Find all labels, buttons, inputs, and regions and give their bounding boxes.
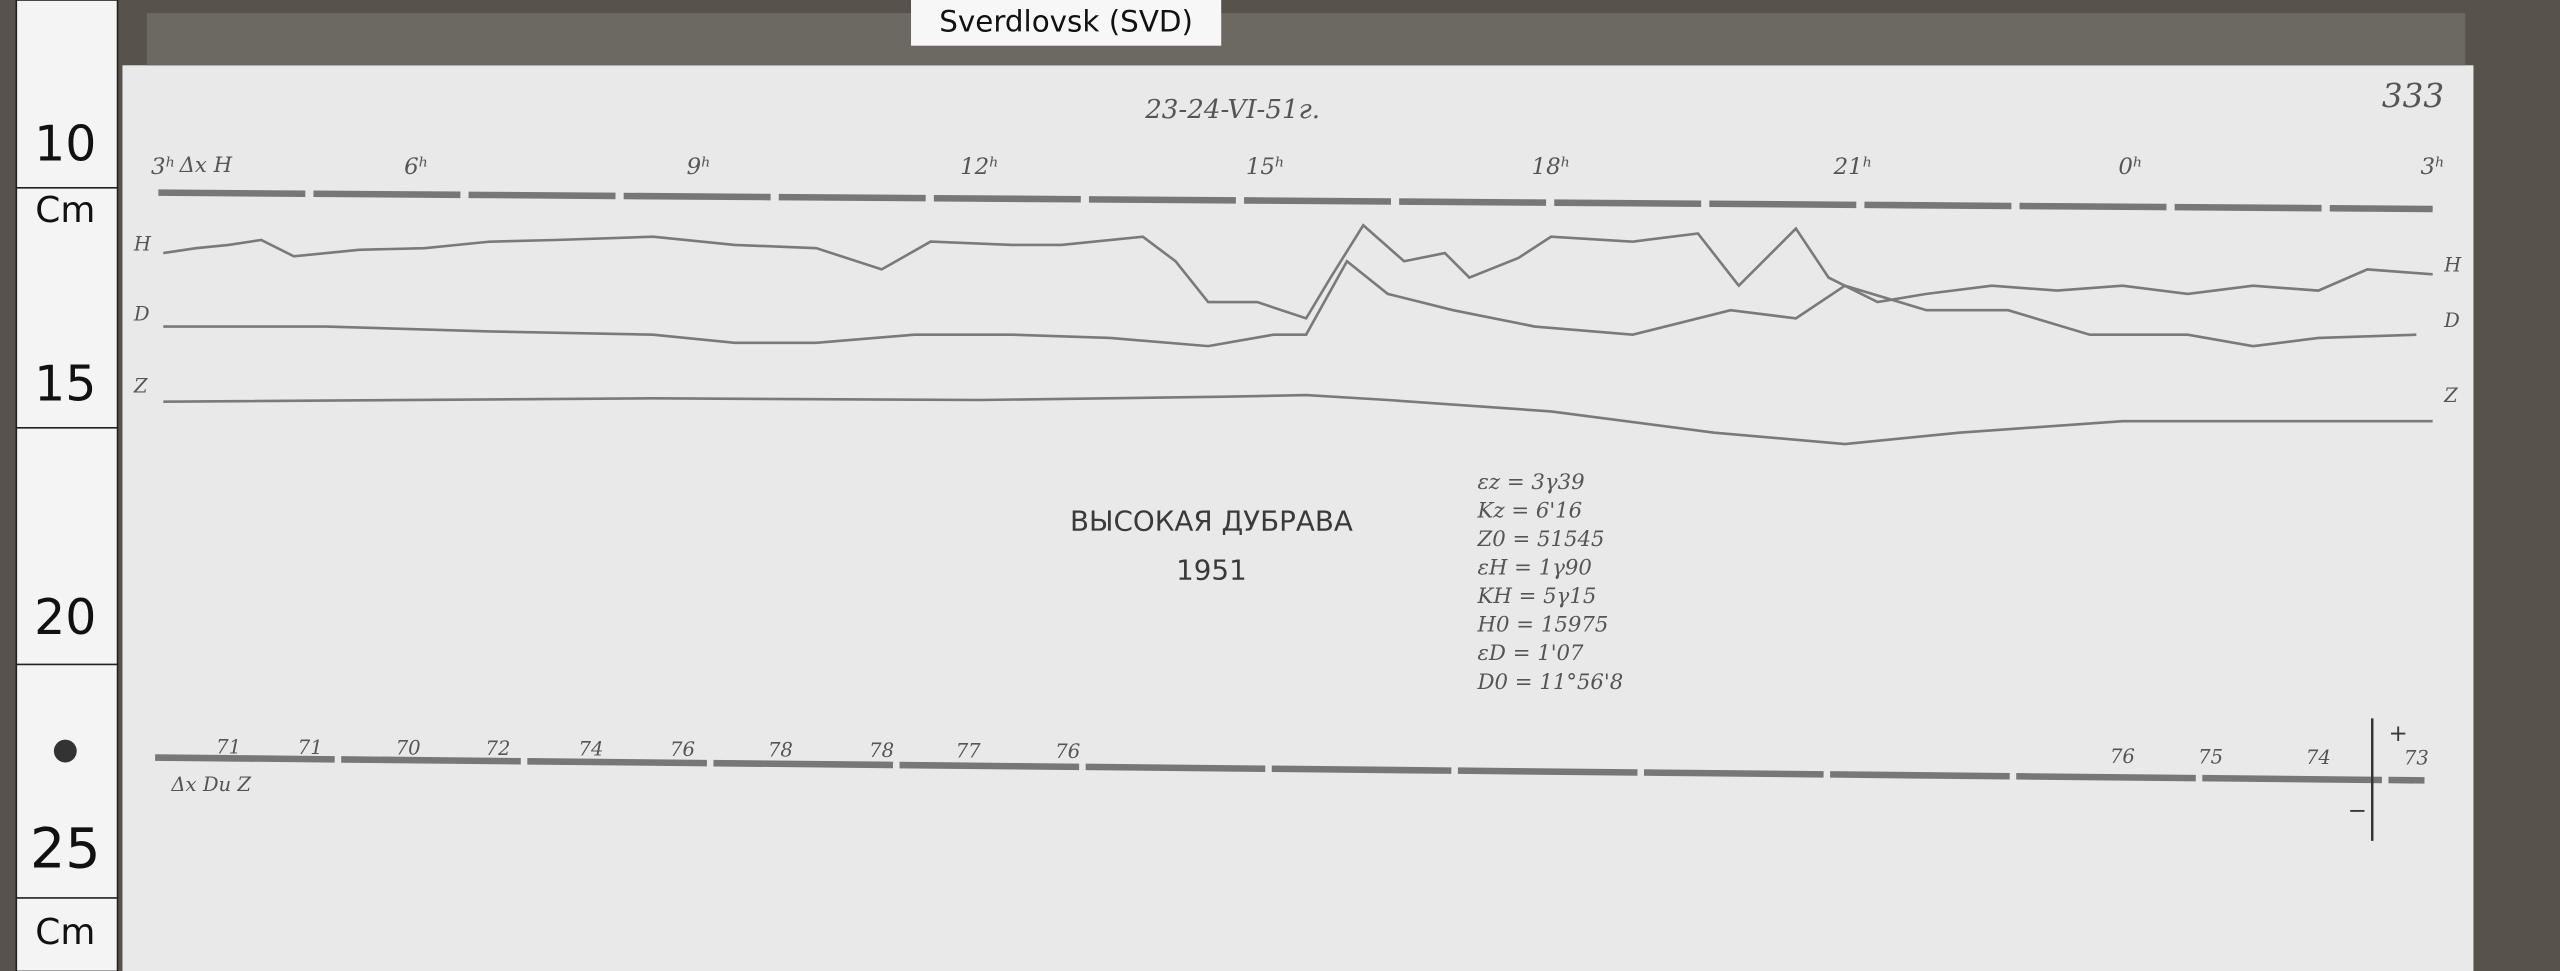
trace-label: D	[2443, 309, 2460, 332]
trace-label: D	[133, 303, 150, 326]
baseline-value: 74	[2306, 746, 2331, 769]
ruler-mark: 20	[34, 589, 96, 646]
trace-label: H	[133, 232, 152, 255]
hour-mark: 15ʰ	[1246, 154, 1285, 180]
hour-mark: 9ʰ	[687, 154, 711, 180]
hour-mark: 12ʰ	[960, 154, 999, 180]
station-title: ВЫСОКАЯ ДУБРАВА	[1070, 504, 1353, 537]
hour-mark: 6ʰ	[404, 154, 428, 180]
trace-label: Z	[133, 374, 148, 397]
hour-mark: 3ʰ	[2420, 154, 2444, 180]
constant: D0 = 11°56'8	[1477, 670, 1624, 695]
baseline-value: 70	[396, 737, 421, 760]
ruler-mark: 25	[30, 816, 101, 881]
z-trace	[163, 393, 2433, 446]
paper	[122, 65, 2474, 971]
scale-plus: +	[2389, 721, 2408, 747]
constant: Kz = 6'16	[1477, 498, 1583, 523]
baseline-value: 73	[2404, 747, 2429, 770]
constant: KH = 5γ15	[1477, 584, 1597, 609]
hour-mark: 3ʰ	[151, 154, 175, 180]
constant: Z0 = 51545	[1477, 527, 1605, 552]
constant: εz = 3γ39	[1478, 470, 1585, 495]
year: 1951	[1176, 553, 1247, 586]
baseline-value: 76	[1055, 740, 1080, 763]
trace-label: Z	[2443, 384, 2458, 407]
constant: εD = 1'07	[1478, 641, 1585, 666]
date-note: 23-24-VI-51г.	[1144, 95, 1320, 125]
baseline-value: 76	[670, 738, 695, 761]
clip-rail	[146, 13, 2466, 66]
baseline-value: 78	[768, 738, 793, 761]
scale-minus: −	[2348, 798, 2367, 824]
ruler-unit: Cm	[35, 912, 95, 953]
ruler-mark: 10	[34, 115, 96, 172]
sheet-number: 333	[2382, 77, 2444, 115]
baseline	[155, 754, 2425, 784]
hour-mark: 0ʰ	[2118, 154, 2142, 180]
sensitivity-label: Δx H	[179, 153, 233, 178]
hour-mark: 21ʰ	[1833, 154, 1873, 180]
d-trace	[163, 259, 2417, 348]
station-tag	[911, 0, 1222, 46]
ruler-unit: Cm	[35, 190, 95, 231]
trace-label: H	[2443, 254, 2462, 277]
baseline-value: 78	[869, 739, 894, 762]
ruler	[15, 0, 119, 971]
baseline-value: 76	[2110, 745, 2135, 768]
ruler-mark: 15	[34, 355, 96, 412]
station-label: Sverdlovsk (SVD)	[939, 4, 1193, 38]
baseline-label: Δx Dи Z	[170, 773, 251, 796]
h-trace	[163, 223, 2433, 320]
baseline-value: 75	[2198, 746, 2223, 769]
baseline-value: 71	[216, 736, 241, 759]
baseline-value: 71	[298, 736, 323, 759]
baseline-value: 74	[579, 737, 604, 760]
baseline-value: 72	[485, 737, 510, 760]
time-bar	[158, 189, 2433, 213]
constant: H0 = 15975	[1477, 613, 1609, 638]
hour-mark: 18ʰ	[1532, 154, 1571, 180]
baseline-value: 77	[956, 739, 981, 762]
ruler-hole	[53, 739, 77, 763]
constant: εH = 1γ90	[1478, 555, 1592, 580]
